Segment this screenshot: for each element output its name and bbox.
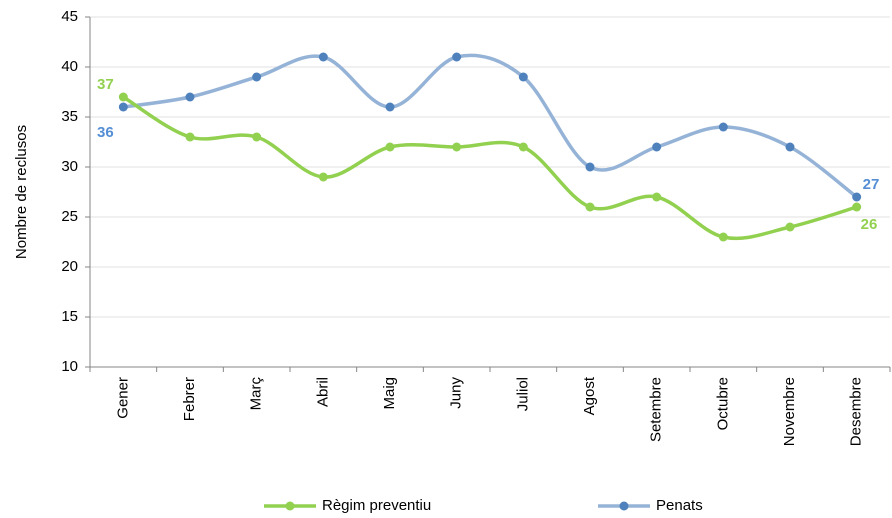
data-labels: 37 26 36 27: [97, 76, 879, 233]
data-label-series-0-11: 26: [861, 216, 878, 233]
x-tick-label-5: Juny: [448, 377, 465, 409]
y-axis-title: Nombre de reclusos: [13, 125, 30, 259]
y-tick-label-45: 45: [61, 8, 78, 25]
series-1-point-7: [585, 162, 595, 172]
legend-label-1: Penats: [656, 497, 703, 514]
series-1-point-8: [652, 142, 662, 152]
x-tick-label-11: Desembre: [848, 377, 865, 446]
series-0-point-1: [185, 132, 195, 142]
legend-label-0: Règim preventiu: [322, 497, 431, 514]
x-tick-label-4: Maig: [381, 377, 398, 410]
x-tick-label-6: Juliol: [514, 377, 531, 411]
series-0-point-4: [385, 142, 395, 152]
series-0-point-5: [452, 142, 462, 152]
series-layer: [118, 52, 862, 242]
data-label-series-0-0: 37: [97, 76, 114, 93]
y-tick-label-25: 25: [61, 208, 78, 225]
x-tick-label-10: Novembre: [781, 377, 798, 446]
legend: Règim preventiu Penats: [264, 497, 703, 514]
series-1-point-10: [785, 142, 795, 152]
data-label-series-1-0: 36: [97, 124, 114, 141]
series-0-point-2: [252, 132, 262, 142]
series-1-point-1: [185, 92, 195, 102]
x-tick-label-1: Febrer: [181, 377, 198, 421]
series-0-point-3: [318, 172, 328, 182]
series-0-point-8: [652, 192, 662, 202]
series-1-line: [121, 53, 859, 199]
series-1-point-3: [318, 52, 328, 62]
series-1-point-5: [452, 52, 462, 62]
axes: 10 15 20 25 30 35 40 45 Gener Febrer Març Abril Maig…: [61, 8, 891, 446]
gridlines: [90, 16, 890, 318]
series-1-point-0: [118, 102, 128, 112]
series-0-point-10: [785, 222, 795, 232]
series-0-point-11: [852, 202, 862, 212]
legend-marker-1: [619, 501, 629, 511]
y-tick-label-10: 10: [61, 358, 78, 375]
x-tick-label-0: Gener: [114, 377, 131, 419]
y-tick-label-20: 20: [61, 258, 78, 275]
data-label-series-1-11: 27: [863, 176, 880, 193]
x-tick-label-9: Octubre: [714, 377, 731, 430]
x-tick-label-8: Setembre: [648, 377, 665, 442]
series-1-point-11: [852, 192, 862, 202]
series-0-point-7: [585, 202, 595, 212]
series-1-point-6: [518, 72, 528, 82]
x-tick-label-2: Març: [248, 377, 265, 411]
series-1-point-4: [385, 102, 395, 112]
y-tick-label-30: 30: [61, 158, 78, 175]
legend-marker-0: [285, 501, 295, 511]
series-0-point-0: [118, 92, 128, 102]
series-0-point-9: [718, 232, 728, 242]
y-tick-label-40: 40: [61, 58, 78, 75]
y-tick-label-35: 35: [61, 108, 78, 125]
x-tick-label-3: Abril: [314, 377, 331, 407]
series-0-point-6: [518, 142, 528, 152]
y-tick-label-15: 15: [61, 308, 78, 325]
series-1-point-9: [718, 122, 728, 132]
series-1-point-2: [252, 72, 262, 82]
x-tick-label-7: Agost: [581, 376, 598, 415]
